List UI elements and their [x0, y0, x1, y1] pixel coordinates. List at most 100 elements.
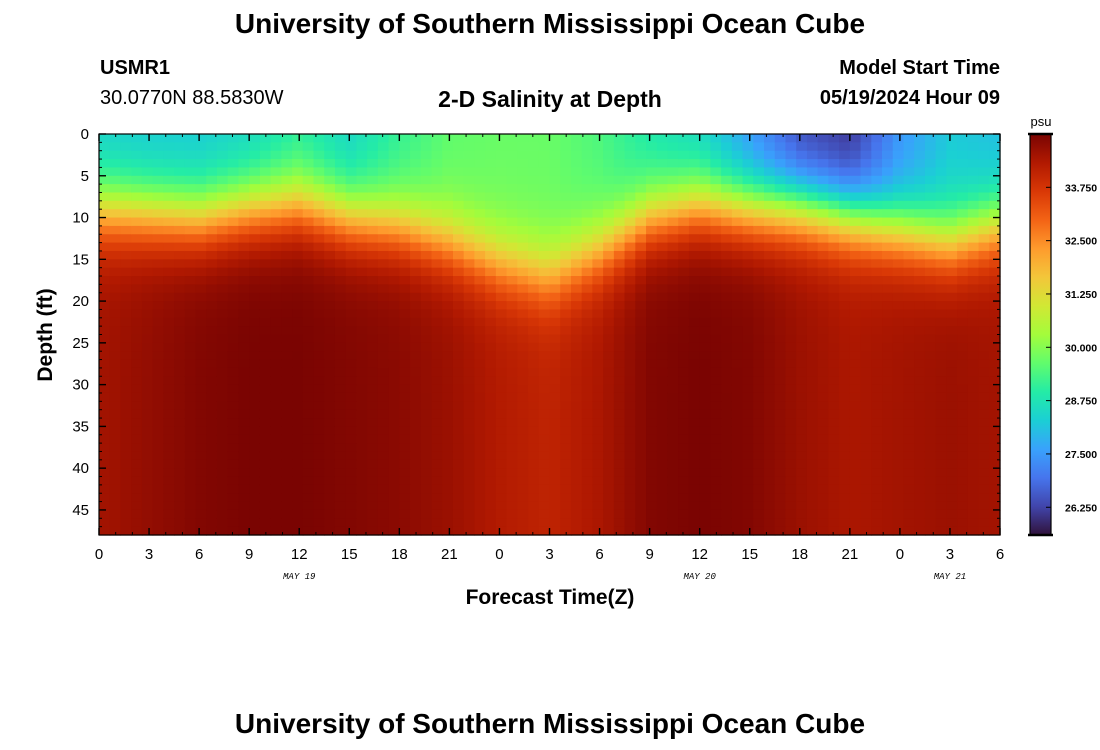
heatmap-cell — [334, 326, 347, 336]
heatmap-cell — [549, 267, 561, 277]
heatmap-cell — [249, 192, 261, 202]
heatmap-cell — [774, 376, 787, 386]
heatmap-cell — [452, 259, 465, 269]
heatmap-cell — [914, 376, 926, 386]
heatmap-cell — [678, 392, 690, 402]
heatmap-cell — [581, 367, 594, 377]
heatmap-cell — [367, 468, 379, 478]
heatmap-cell — [989, 317, 1001, 327]
heatmap-cell — [99, 493, 111, 503]
heatmap-cell — [452, 234, 465, 244]
heatmap-cell — [978, 501, 990, 511]
heatmap-cell — [699, 434, 711, 444]
heatmap-cell — [828, 175, 840, 185]
heatmap-cell — [570, 451, 583, 461]
heatmap-cell — [560, 192, 572, 202]
heatmap-cell — [517, 392, 529, 402]
heatmap-cell — [817, 301, 829, 311]
heatmap-cell — [495, 284, 508, 294]
heatmap-cell — [431, 209, 443, 219]
heatmap-cell — [914, 493, 926, 503]
heatmap-cell — [989, 401, 1001, 411]
heatmap-cell — [978, 167, 990, 177]
heatmap-cell — [463, 459, 476, 469]
heatmap-cell — [592, 142, 604, 152]
heatmap-cell — [141, 451, 154, 461]
heatmap-cell — [785, 326, 797, 336]
heatmap-cell — [764, 134, 776, 143]
heatmap-cell — [796, 250, 808, 260]
heatmap-cell — [603, 259, 615, 269]
heatmap-cell — [581, 418, 594, 427]
heatmap-cell — [485, 501, 497, 511]
heatmap-cell — [613, 242, 626, 252]
heatmap-cell — [495, 192, 508, 202]
heatmap-cell — [957, 326, 969, 336]
heatmap-cell — [131, 184, 143, 194]
heatmap-cell — [592, 392, 604, 402]
heatmap-cell — [817, 468, 829, 478]
heatmap-cell — [227, 142, 240, 152]
heatmap-cell — [849, 509, 862, 519]
heatmap-cell — [377, 509, 390, 519]
heatmap-cell — [334, 401, 347, 411]
heatmap-cell — [227, 484, 240, 494]
heatmap-cell — [184, 301, 197, 311]
heatmap-cell — [646, 326, 658, 336]
heatmap-cell — [914, 317, 926, 327]
heatmap-cell — [967, 200, 980, 210]
heatmap-cell — [699, 493, 711, 503]
heatmap-cell — [635, 167, 647, 177]
heatmap-cell — [538, 200, 551, 210]
heatmap-cell — [817, 409, 829, 419]
heatmap-cell — [206, 501, 218, 511]
heatmap-cell — [506, 443, 518, 453]
heatmap-cell — [152, 401, 164, 411]
heatmap-cell — [292, 334, 304, 344]
heatmap-cell — [839, 150, 851, 160]
heatmap-cell — [109, 259, 122, 269]
heatmap-cell — [764, 159, 776, 169]
heatmap-cell — [474, 468, 486, 478]
heatmap-cell — [570, 134, 583, 143]
heatmap-cell — [613, 301, 626, 311]
heatmap-cell — [667, 468, 679, 478]
y-tick-label: 45 — [72, 502, 89, 519]
heatmap-cell — [914, 217, 926, 227]
heatmap-cell — [721, 484, 733, 494]
heatmap-cell — [989, 284, 1001, 294]
heatmap-cell — [302, 334, 315, 344]
heatmap-cell — [635, 384, 647, 394]
heatmap-cell — [860, 526, 872, 536]
heatmap-cell — [452, 501, 465, 511]
heatmap-cell — [688, 418, 701, 427]
heatmap-cell — [817, 334, 829, 344]
heatmap-cell — [302, 209, 315, 219]
heatmap-cell — [334, 334, 347, 344]
heatmap-cell — [388, 184, 400, 194]
heatmap-cell — [259, 200, 272, 210]
heatmap-cell — [313, 292, 325, 302]
heatmap-cell — [141, 326, 154, 336]
heatmap-cell — [581, 250, 594, 260]
heatmap-cell — [292, 142, 304, 152]
heatmap-cell — [570, 476, 583, 486]
heatmap-cell — [603, 351, 615, 361]
heatmap-cell — [377, 409, 390, 419]
heatmap-cell — [678, 317, 690, 327]
heatmap-cell — [281, 359, 293, 369]
heatmap-cell — [324, 476, 336, 486]
heatmap-cell — [377, 392, 390, 402]
heatmap-cell — [420, 234, 433, 244]
heatmap-cell — [828, 434, 840, 444]
heatmap-cell — [667, 276, 679, 285]
heatmap-cell — [99, 384, 111, 394]
heatmap-cell — [774, 418, 787, 427]
heatmap-cell — [903, 134, 915, 143]
heatmap-cell — [485, 292, 497, 302]
heatmap-cell — [420, 142, 433, 152]
heatmap-cell — [399, 234, 411, 244]
heatmap-cell — [216, 301, 229, 311]
heatmap-cell — [592, 192, 604, 202]
heatmap-cell — [431, 409, 443, 419]
